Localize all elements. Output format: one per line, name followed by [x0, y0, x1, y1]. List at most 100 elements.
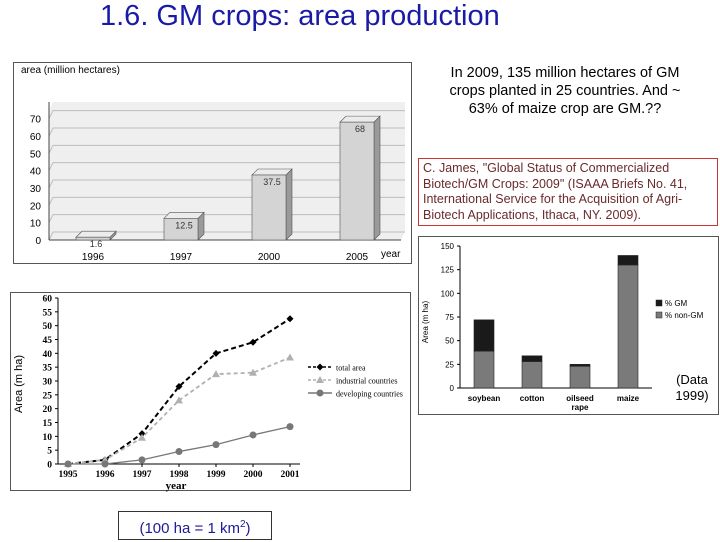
- bar-top: [163, 212, 205, 219]
- y-axis-label: Area (m ha): [421, 301, 430, 344]
- y-tick-label: 50: [43, 322, 53, 332]
- bar-top: [339, 115, 381, 123]
- summary-note: In 2009, 135 million hectares of GM crop…: [449, 65, 681, 117]
- unit-note-prefix: (100 ha = 1 km: [139, 520, 240, 537]
- data-point: [212, 349, 220, 357]
- data-point: [249, 368, 257, 376]
- legend-entry: industrial countries: [308, 376, 398, 386]
- y-tick-label: 25: [43, 391, 53, 401]
- bar-segment-gm: [617, 255, 639, 266]
- y-axis-label: Area (m ha): [13, 355, 25, 413]
- y-tick-label: 30: [30, 184, 42, 195]
- bar-side: [285, 168, 293, 241]
- bar-front: [75, 236, 111, 241]
- data-point: [101, 455, 109, 463]
- data-point: [249, 431, 257, 439]
- data-point: [249, 338, 257, 346]
- citation: C. James, "Global Status of Commercializ…: [418, 158, 718, 226]
- data-point: [175, 396, 183, 404]
- data-point: [64, 460, 72, 468]
- grid-line: [48, 110, 405, 119]
- y-tick-label: 40: [30, 167, 42, 178]
- y-tick-label: 10: [43, 433, 53, 443]
- x-tick-label: 2005: [346, 252, 369, 263]
- bar-segment-gm: [569, 364, 591, 367]
- x-tick-label: 2000: [258, 252, 281, 263]
- data-point: [138, 456, 146, 464]
- data-point: [286, 353, 294, 361]
- bar-segment-non-gm: [473, 350, 495, 389]
- x-axis-label: year: [166, 480, 187, 492]
- y-tick-label: 20: [43, 405, 53, 415]
- y-axis-label: area (million hectares): [21, 65, 120, 76]
- bar-chart-area-by-year: area (million hectares) 1.6 12.5 37.5 68 0 1…: [13, 62, 412, 264]
- bar-value-label: 12.5: [175, 220, 193, 230]
- data-point: [175, 448, 183, 456]
- legend-label: industrial countries: [336, 377, 398, 386]
- x-tick-label: maize: [617, 394, 640, 403]
- x-tick-label: 2001: [281, 470, 300, 480]
- chart-frame: [418, 236, 719, 415]
- legend-label: % non-GM: [665, 311, 704, 320]
- y-tick-label: 60: [43, 295, 53, 305]
- grid-line: [48, 144, 405, 154]
- data-point: [316, 389, 324, 397]
- y-tick-label: 20: [30, 201, 42, 212]
- bar-segment-non-gm: [617, 264, 639, 389]
- stacked-bar-cotton: [521, 355, 543, 389]
- page-title: 1.6. GM crops: area production: [100, 0, 500, 32]
- bar-top: [251, 168, 293, 176]
- y-tick-label: 50: [445, 337, 454, 346]
- y-tick-label: 45: [43, 336, 53, 346]
- y-tick-label: 70: [30, 115, 42, 126]
- data-point: [175, 383, 183, 391]
- y-tick-label: 10: [30, 219, 42, 230]
- y-tick-label: 0: [450, 384, 455, 393]
- legend-swatch: [655, 311, 663, 319]
- data-point: [316, 376, 324, 383]
- unit-note-suffix: ): [245, 520, 251, 537]
- y-tick-label: 0: [35, 236, 41, 247]
- legend-entry: % GM: [655, 299, 688, 308]
- data-point: [138, 430, 146, 438]
- data-point: [286, 423, 294, 431]
- bar-value-label: 68: [355, 124, 365, 134]
- x-tick-label: 1997: [170, 252, 193, 263]
- data-point: [212, 370, 220, 378]
- data-point: [286, 315, 294, 323]
- stacked-bar-chart-crops: Area (m ha) 0 25 50 75 100 125 150 soybean cotto…: [418, 236, 719, 415]
- bar-1996: 1.6: [75, 230, 117, 249]
- stacked-bar-maize: [617, 255, 639, 389]
- stacked-bar-soybean: [473, 319, 495, 389]
- bar-side: [373, 115, 381, 241]
- data-point: [316, 363, 324, 371]
- y-tick-label: 100: [441, 289, 455, 298]
- legend-swatch: [655, 299, 663, 307]
- bar-2005: 68: [339, 115, 381, 241]
- x-tick-label: soybean: [468, 394, 501, 403]
- line-chart-area-by-region: Area (m ha) 0 5 10 15 20 25 30 35 40 45 50 55 60 1995…: [10, 292, 411, 492]
- series-developing-countries: [64, 423, 294, 468]
- legend-entry: developing countries: [308, 389, 403, 399]
- x-tick-label: 1995: [59, 470, 78, 480]
- data-point: [212, 441, 220, 449]
- grid-line: [48, 127, 405, 137]
- chart-frame: [10, 292, 411, 491]
- x-tick-label: 1996: [82, 252, 105, 263]
- data-year-note: (Data 1999): [675, 372, 709, 403]
- bar-front: [163, 218, 199, 241]
- y-tick-label: 30: [43, 378, 53, 388]
- unit-conversion-note: (100 ha = 1 km2): [118, 511, 272, 540]
- bar-segment-gm: [473, 319, 495, 352]
- legend-entry: % non-GM: [655, 311, 704, 320]
- legend-label: total area: [336, 364, 366, 373]
- y-tick-label: 75: [445, 313, 454, 322]
- unit-note-sup: 2: [239, 519, 246, 530]
- x-axis-label: year: [381, 249, 401, 260]
- y-tick-label: 50: [30, 149, 42, 160]
- bar-1997: 12.5: [163, 211, 205, 241]
- legend-label: developing countries: [336, 390, 403, 399]
- x-tick-label: 1999: [207, 470, 226, 480]
- y-tick-label: 15: [43, 419, 53, 429]
- x-tick-label: 1997: [133, 470, 152, 480]
